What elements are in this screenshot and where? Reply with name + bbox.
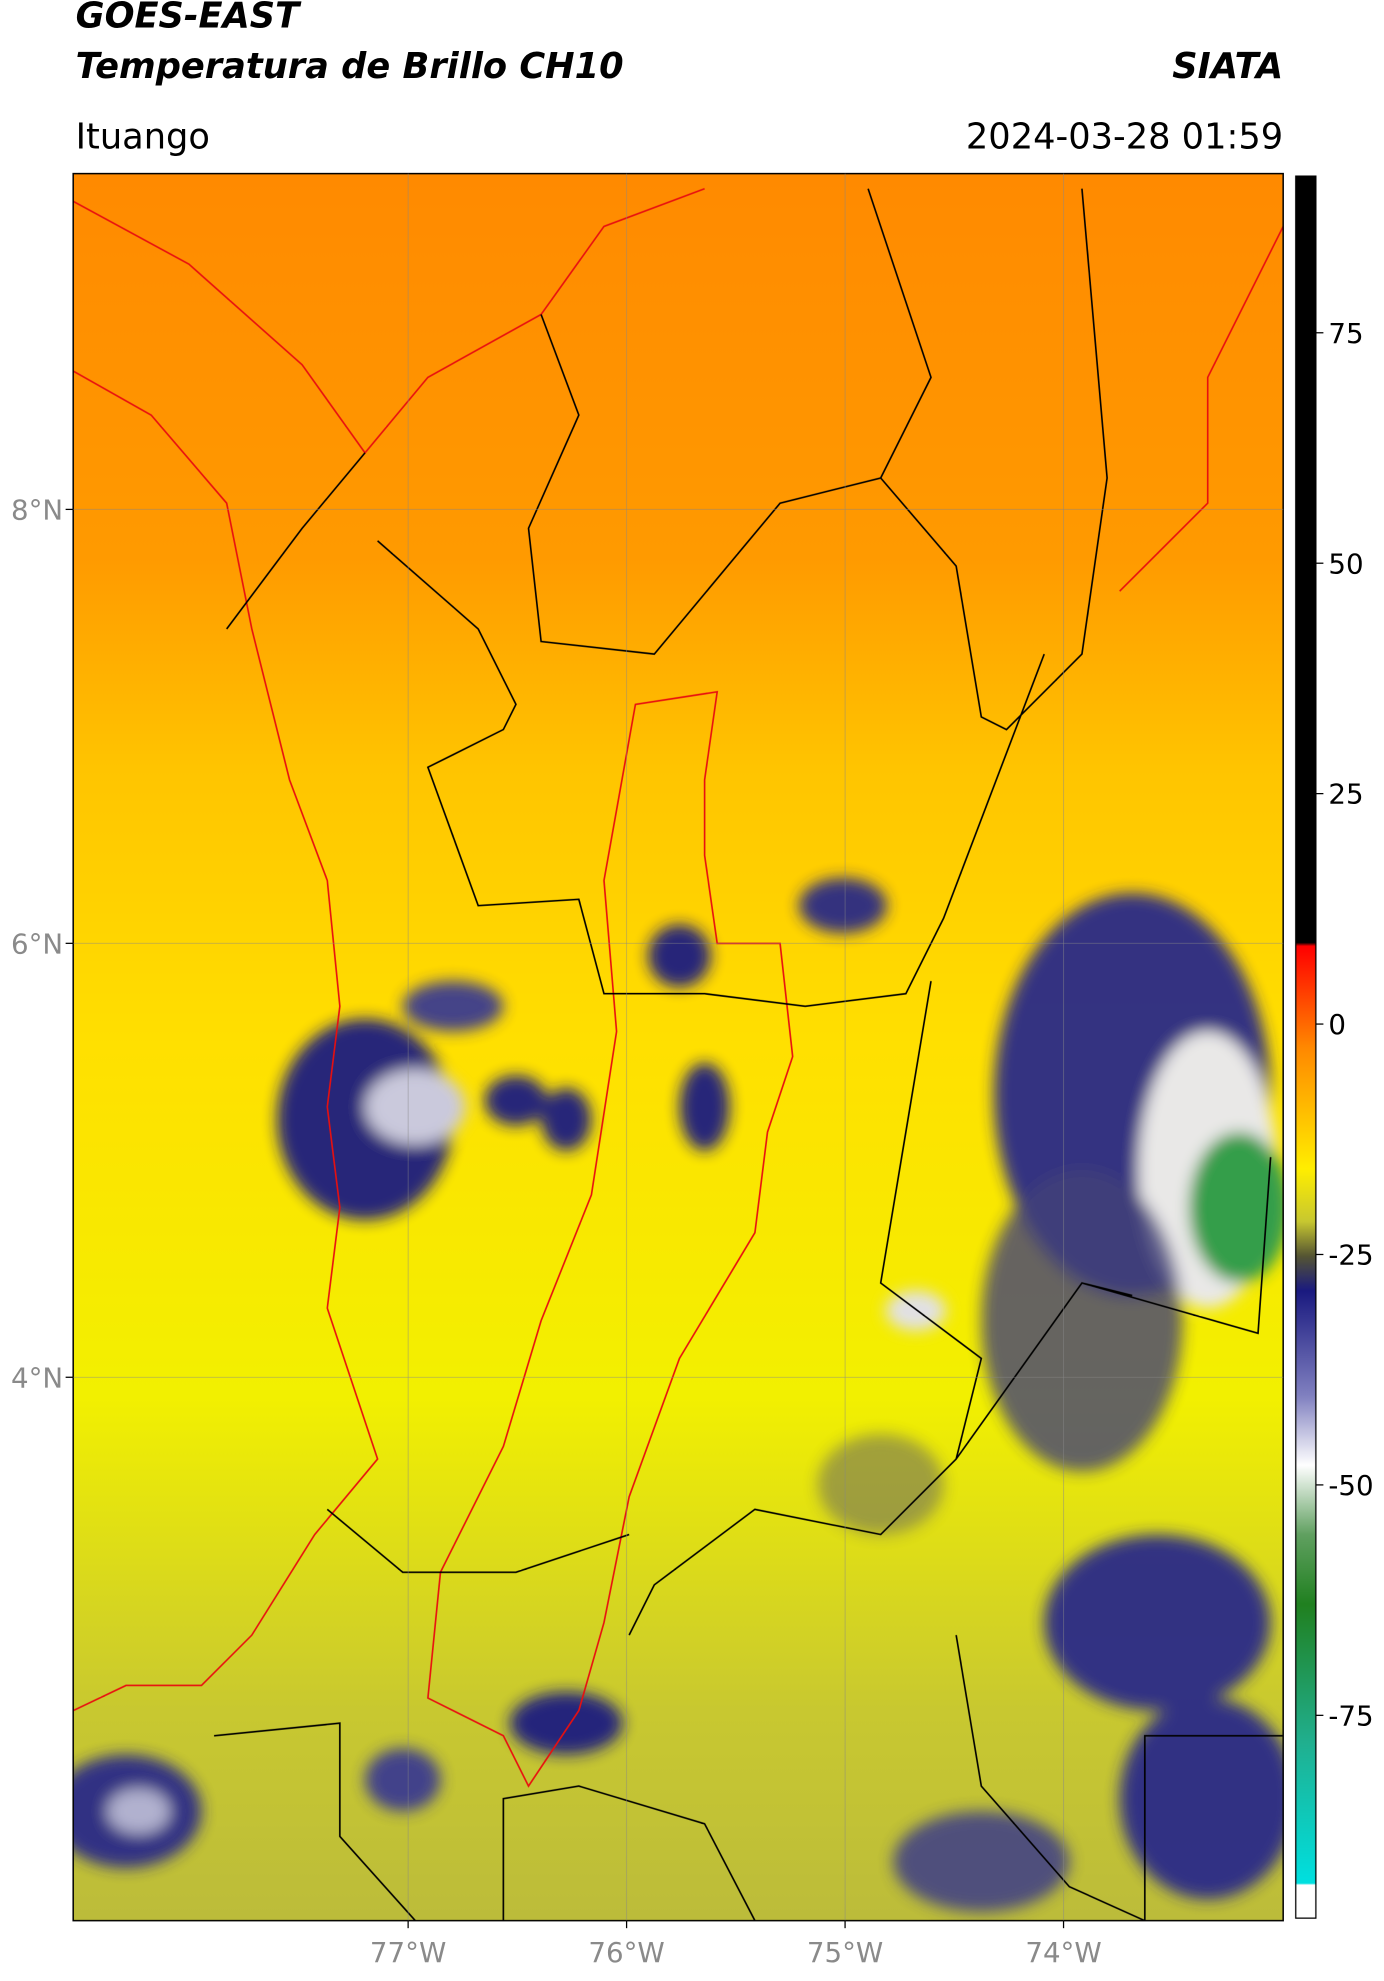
- lon-tick-label: 74°W: [1025, 1936, 1101, 1969]
- map-frame: [72, 172, 1284, 1922]
- satellite: GOES-EAST: [76, 0, 302, 37]
- lon-tick-label: 77°W: [370, 1936, 446, 1969]
- colorbar-tick-label: -50: [1328, 1469, 1373, 1502]
- colorbar-tick-label: 75: [1328, 317, 1363, 350]
- lat-tick-label: 4°N: [11, 1361, 63, 1394]
- lon-tick-label: 76°W: [588, 1936, 664, 1969]
- lon-tick-label: 75°W: [807, 1936, 883, 1969]
- region: Ituango: [76, 116, 210, 157]
- institution: SIATA: [1172, 46, 1283, 87]
- map-image: [73, 173, 1284, 1921]
- lat-tick-label: 8°N: [11, 493, 63, 526]
- colorbar-tick-label: -75: [1328, 1699, 1373, 1732]
- colorbar-tick-label: 0: [1328, 1008, 1346, 1041]
- colorbar-tick-label: 50: [1328, 547, 1363, 580]
- colorbar-tick-label: -25: [1328, 1239, 1373, 1272]
- colorbar: [1295, 175, 1317, 1919]
- product: Temperatura de Brillo CH10: [76, 46, 624, 87]
- lat-tick-label: 6°N: [11, 927, 63, 960]
- colorbar-tick-label: 25: [1328, 778, 1363, 811]
- datetime: 2024-03-28 01:59: [966, 116, 1283, 157]
